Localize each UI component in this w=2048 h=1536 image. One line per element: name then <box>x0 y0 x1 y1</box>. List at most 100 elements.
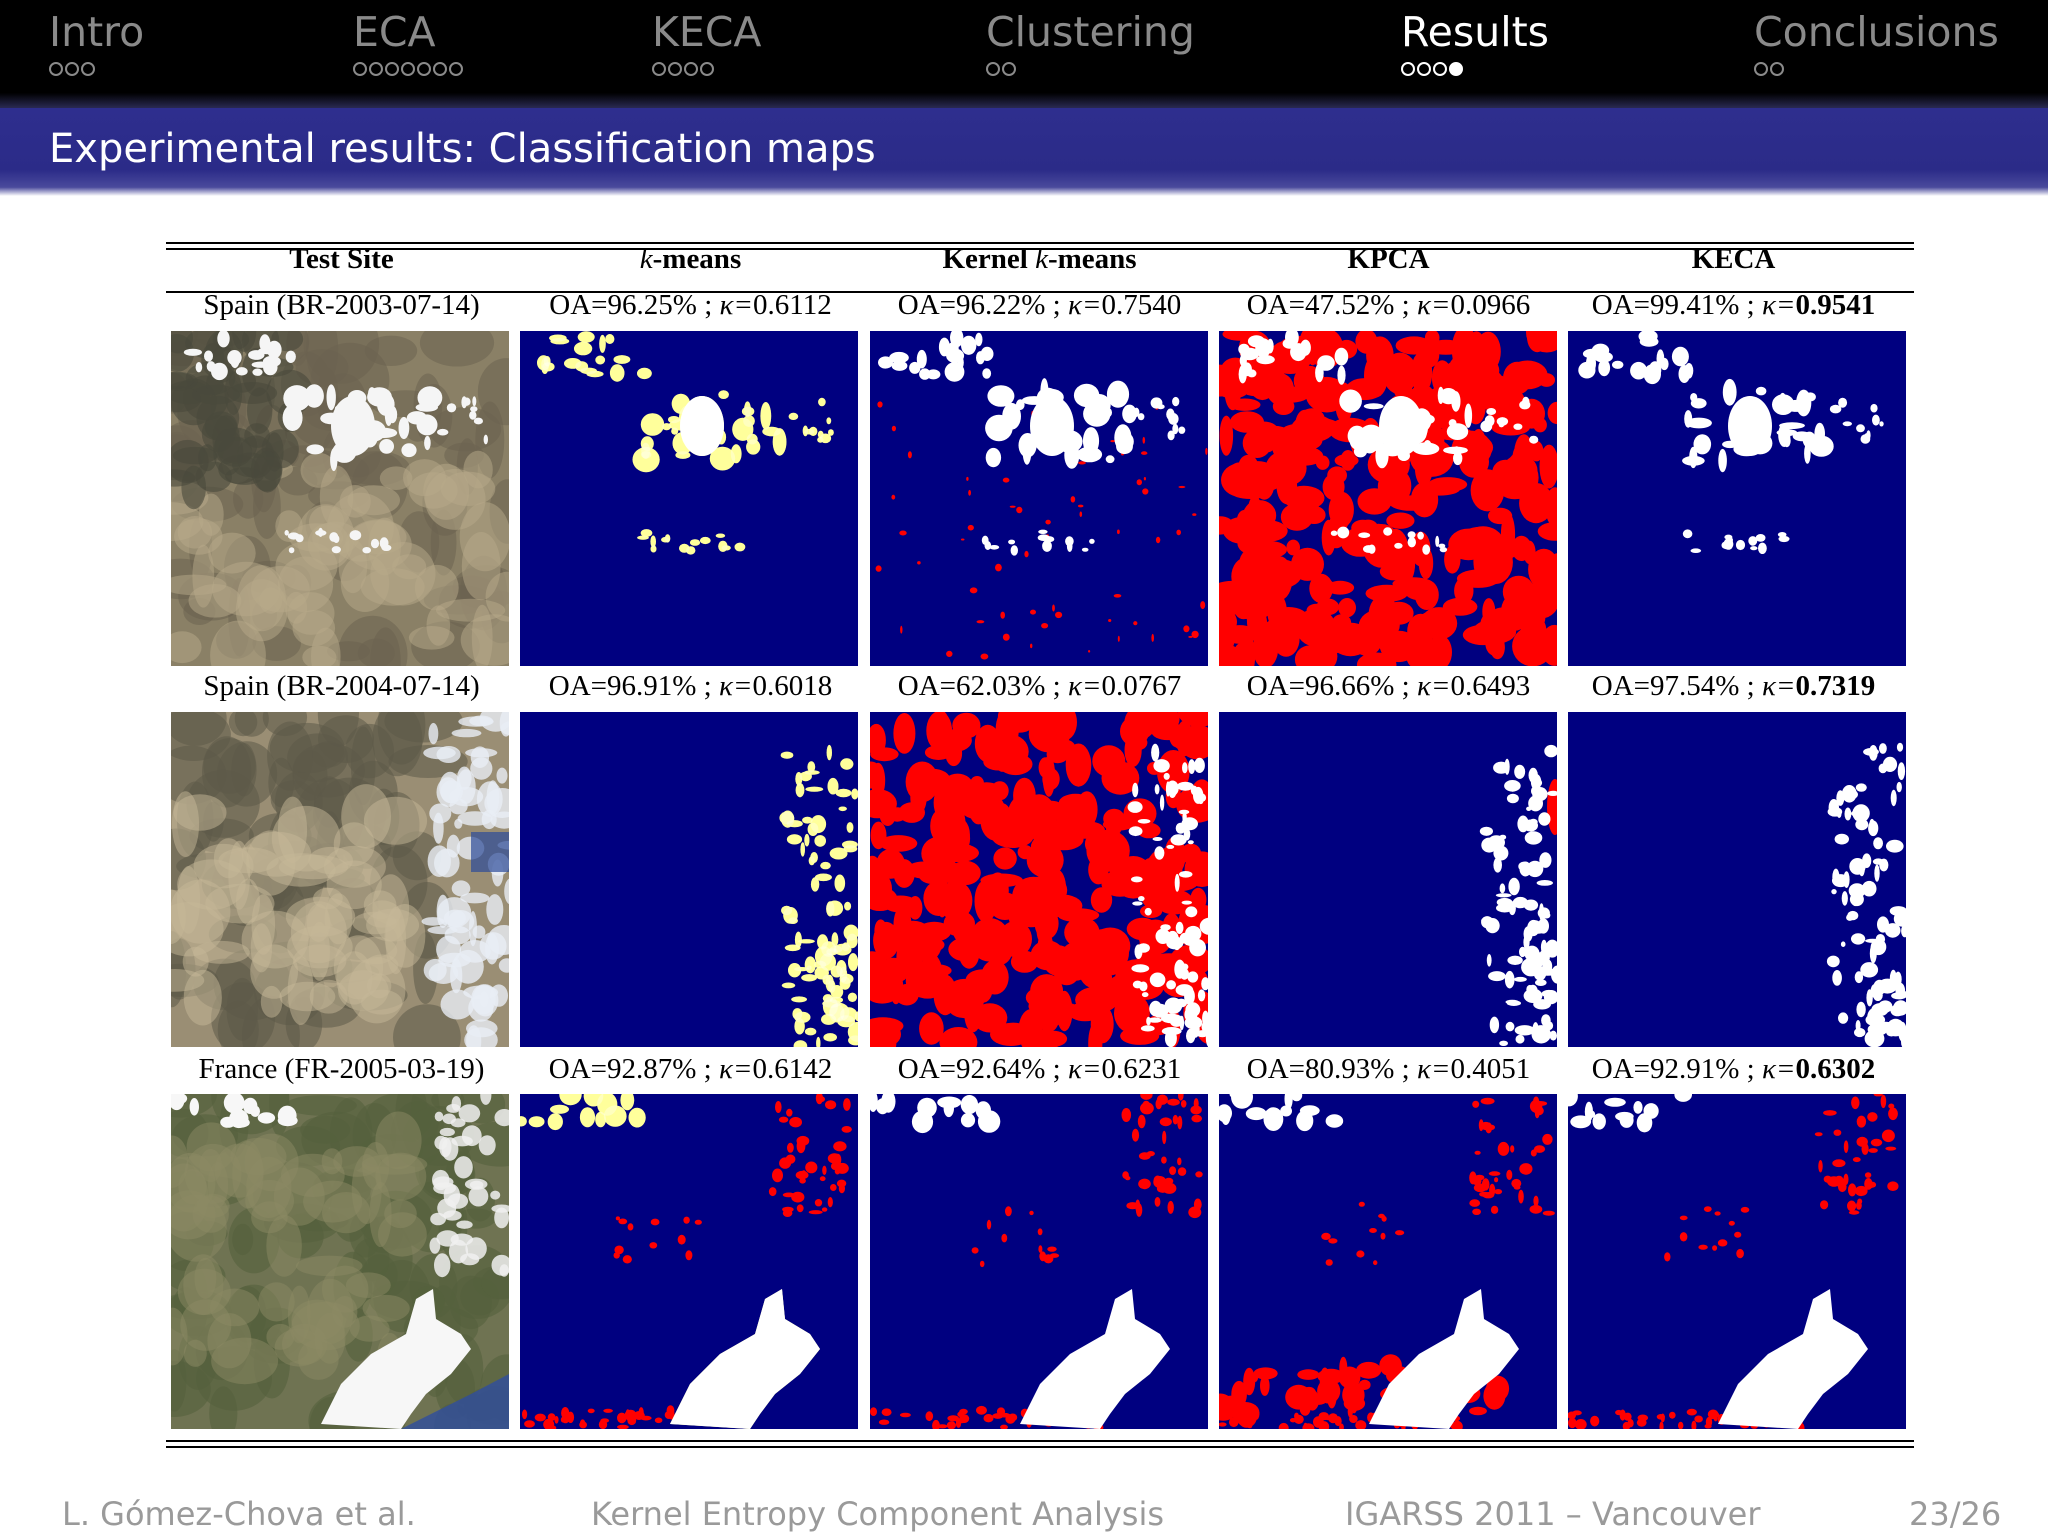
nav-progress-dot[interactable] <box>369 62 383 76</box>
kappa-value: 0.6112 <box>753 289 832 321</box>
accuracy-label: OA=80.93% ; κ=0.4051 <box>1216 1053 1561 1086</box>
nav-section-keca[interactable]: KECA <box>652 6 761 82</box>
separator: ; <box>696 670 719 702</box>
frame-title: Experimental results: Classification map… <box>49 126 876 172</box>
table-bottom-rule <box>166 1446 1914 1448</box>
separator: ; <box>1739 289 1762 321</box>
kappa-value: 0.7540 <box>1101 289 1182 321</box>
separator: ; <box>1045 289 1068 321</box>
satellite-image <box>171 1094 509 1429</box>
kernel-kmeans-map <box>870 1094 1208 1429</box>
kappa-value: 0.4051 <box>1450 1053 1531 1085</box>
footer-venue: IGARSS 2011 – Vancouver <box>1345 1495 1761 1533</box>
footer-author: L. Gómez-Chova et al. <box>62 1495 416 1533</box>
table-top-rule <box>166 248 1914 250</box>
keca-map <box>1568 1094 1906 1429</box>
nav-progress-dot[interactable] <box>1433 62 1447 76</box>
nav-progress-dot[interactable] <box>65 62 79 76</box>
nav-progress-dot[interactable] <box>449 62 463 76</box>
kappa-value: 0.6018 <box>752 670 833 702</box>
nav-progress-dot[interactable] <box>49 62 63 76</box>
overall-accuracy: OA=92.64% <box>897 1053 1046 1085</box>
kappa-symbol: κ= <box>1761 670 1796 702</box>
kpca-map <box>1219 331 1557 666</box>
nav-progress-dots <box>1754 62 1999 82</box>
column-header-symbol: k <box>1035 243 1048 275</box>
overall-accuracy: OA=92.87% <box>548 1053 697 1085</box>
overall-accuracy: OA=96.66% <box>1246 670 1395 702</box>
overall-accuracy: OA=96.25% <box>549 289 697 321</box>
nav-progress-dot[interactable] <box>1754 62 1768 76</box>
accuracy-label: OA=62.03% ; κ=0.0767 <box>867 670 1212 703</box>
nav-section-label: Clustering <box>986 8 1195 56</box>
nav-section-clustering[interactable]: Clustering <box>986 6 1195 82</box>
kmeans-map <box>520 712 858 1047</box>
kappa-value: 0.9541 <box>1795 289 1876 321</box>
nav-progress-dot[interactable] <box>81 62 95 76</box>
kappa-value: 0.6142 <box>752 1053 833 1085</box>
nav-section-label: Conclusions <box>1754 8 1999 56</box>
nav-progress-dot[interactable] <box>401 62 415 76</box>
nav-progress-dot[interactable] <box>684 62 698 76</box>
nav-section-conclusions[interactable]: Conclusions <box>1754 6 1999 82</box>
accuracy-label: OA=96.91% ; κ=0.6018 <box>518 670 863 703</box>
kappa-value: 0.7319 <box>1795 670 1876 702</box>
nav-progress-dots <box>652 62 761 82</box>
nav-progress-dot[interactable] <box>652 62 666 76</box>
nav-progress-dot[interactable] <box>1417 62 1431 76</box>
column-header-text: KECA <box>1691 243 1776 275</box>
nav-section-eca[interactable]: ECA <box>353 6 463 82</box>
overall-accuracy: OA=80.93% <box>1246 1053 1395 1085</box>
overall-accuracy: OA=96.22% <box>897 289 1046 321</box>
separator: ; <box>1739 670 1762 702</box>
kappa-value: 0.0767 <box>1101 670 1182 702</box>
frame-title-bar: Experimental results: Classification map… <box>0 108 2048 196</box>
accuracy-label: OA=96.25% ; κ=0.6112 <box>518 289 863 322</box>
accuracy-label: OA=96.66% ; κ=0.6493 <box>1216 670 1561 703</box>
kernel-kmeans-map <box>870 712 1208 1047</box>
accuracy-label: OA=97.54% ; κ=0.7319 <box>1561 670 1906 703</box>
accuracy-label: OA=92.91% ; κ=0.6302 <box>1561 1053 1906 1086</box>
table-header-rule <box>166 291 1914 293</box>
kappa-symbol: κ= <box>1067 670 1102 702</box>
nav-progress-dot[interactable] <box>668 62 682 76</box>
nav-section-results[interactable]: Results <box>1401 6 1549 82</box>
nav-section-label: Results <box>1401 8 1550 56</box>
separator: ; <box>1394 670 1417 702</box>
keca-map <box>1568 331 1906 666</box>
kappa-symbol: κ= <box>1416 289 1451 321</box>
nav-section-intro[interactable]: Intro <box>49 6 144 82</box>
nav-progress-dot[interactable] <box>353 62 367 76</box>
nav-progress-dot[interactable] <box>417 62 431 76</box>
kappa-symbol: κ= <box>1761 1053 1796 1085</box>
nav-progress-dot[interactable] <box>385 62 399 76</box>
nav-progress-dot[interactable] <box>1002 62 1016 76</box>
column-header-text: KPCA <box>1347 243 1430 275</box>
kappa-symbol: κ= <box>718 1053 753 1085</box>
separator: ; <box>1394 289 1417 321</box>
kernel-kmeans-map <box>870 331 1208 666</box>
separator: ; <box>1394 1053 1417 1085</box>
table-bottom-rule <box>166 1440 1914 1442</box>
nav-progress-dot[interactable] <box>1449 62 1463 76</box>
nav-progress-dot[interactable] <box>1770 62 1784 76</box>
nav-progress-dot[interactable] <box>1401 62 1415 76</box>
kappa-symbol: κ= <box>1416 1053 1451 1085</box>
nav-progress-dot[interactable] <box>986 62 1000 76</box>
kappa-value: 0.0966 <box>1450 289 1531 321</box>
kappa-symbol: κ= <box>1416 670 1451 702</box>
column-header-text: -means <box>1047 243 1137 275</box>
kmeans-map <box>520 1094 858 1429</box>
kappa-value: 0.6231 <box>1101 1053 1182 1085</box>
column-header-symbol: k <box>639 243 653 275</box>
column-header-text: Kernel <box>942 243 1036 275</box>
column-header-kpca: KPCA <box>1216 243 1561 276</box>
table-top-rule <box>166 242 1914 244</box>
nav-progress-dot[interactable] <box>700 62 714 76</box>
separator: ; <box>1045 1053 1068 1085</box>
keca-map <box>1568 712 1906 1047</box>
navigation-bar: Intro ECA KECA Clustering Results Conclu… <box>0 0 2048 108</box>
nav-progress-dot[interactable] <box>433 62 447 76</box>
accuracy-label: OA=47.52% ; κ=0.0966 <box>1216 289 1561 322</box>
site-label: Spain (BR-2004-07-14) <box>203 670 480 702</box>
